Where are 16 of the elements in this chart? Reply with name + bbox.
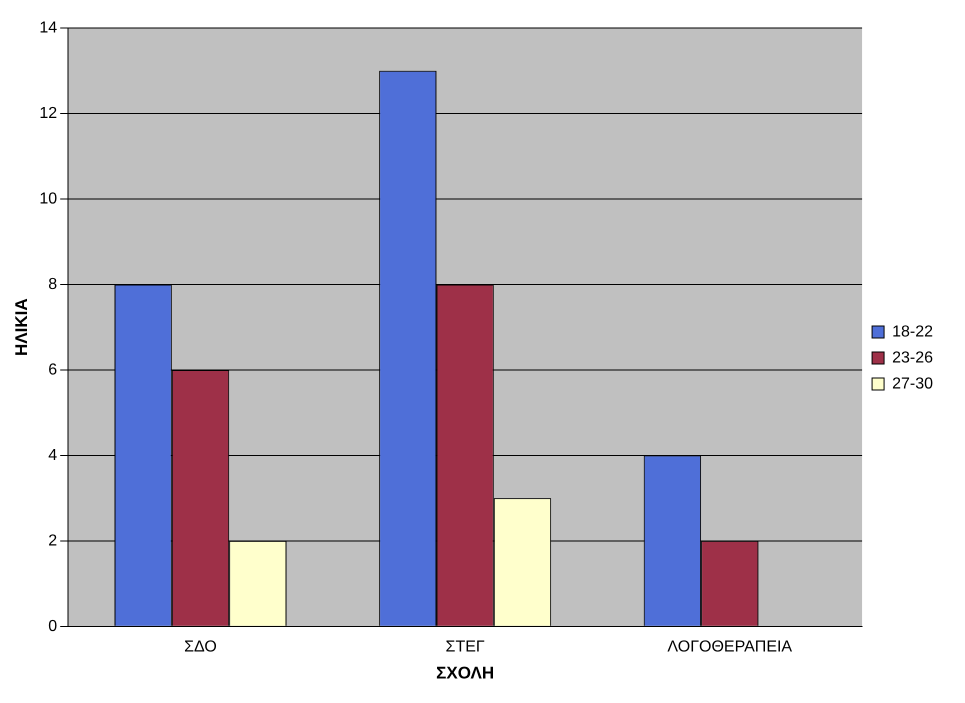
y-tick-label: 0 (48, 618, 58, 635)
y-tick-label: 6 (48, 361, 58, 378)
x-axis-title: ΣΧΟΛΗ (436, 663, 494, 682)
y-tick-label: 10 (39, 190, 58, 208)
legend-label: 23-26 (892, 349, 934, 366)
y-tick-label: 14 (39, 19, 58, 36)
x-tick-label: ΣΤΕΓ (446, 638, 485, 656)
y-tick-label: 12 (39, 104, 58, 122)
x-tick-label: ΛΟΓΟΘΕΡΑΠΕΙΑ (667, 638, 792, 656)
y-tick-label: 4 (48, 446, 58, 464)
legend-label: 27-30 (892, 375, 934, 392)
y-tick-label: 2 (48, 532, 58, 550)
y-axis-title: ΗΛΙΚΙΑ (12, 298, 31, 356)
y-tick-label: 8 (48, 276, 58, 293)
legend-label: 18-22 (892, 323, 934, 340)
x-tick-label: ΣΔΟ (184, 638, 217, 656)
